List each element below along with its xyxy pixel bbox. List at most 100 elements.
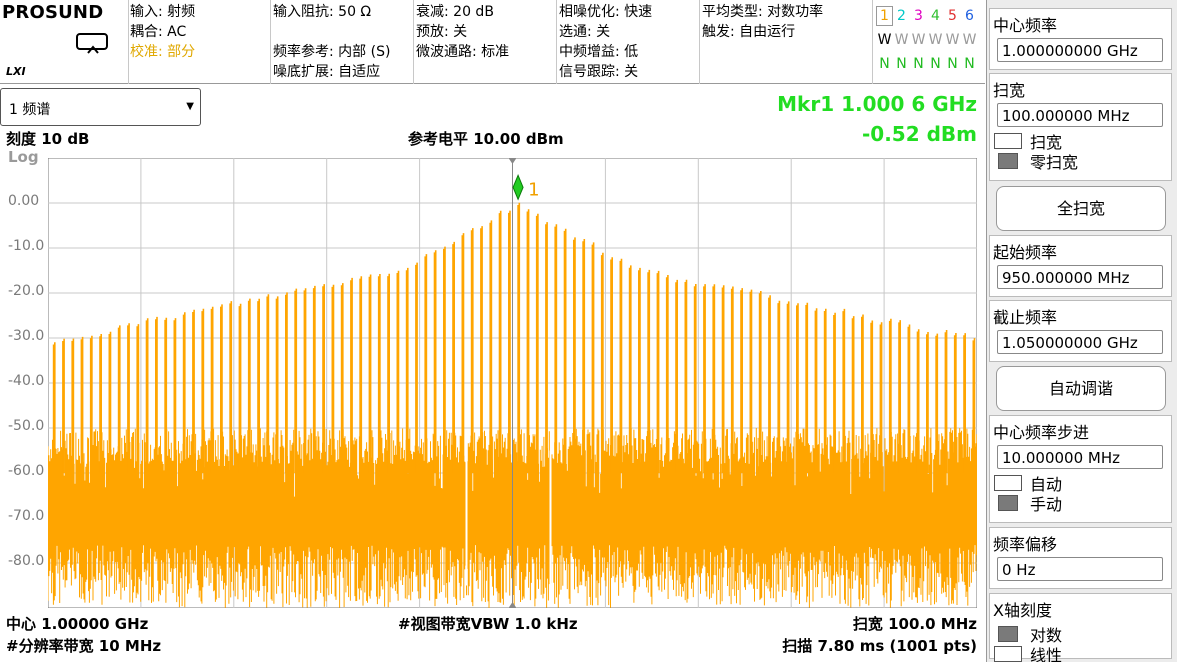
trace-number-1: 1 bbox=[876, 6, 893, 26]
offset-field[interactable]: 0 Hz bbox=[997, 557, 1163, 581]
spur-comb-trace bbox=[52, 202, 976, 473]
trace-detector-1: N bbox=[879, 56, 890, 72]
span-label: 扫宽 100.0 MHz bbox=[852, 615, 977, 633]
rbw-label: #分辨率带宽 10 MHz bbox=[6, 637, 162, 655]
softkey-xscale[interactable]: X轴刻度 对数 线性 bbox=[989, 593, 1172, 662]
view-select[interactable]: 1 频谱 ▼ bbox=[0, 88, 201, 126]
auto-tune-button[interactable]: 自动调谐 bbox=[996, 366, 1166, 411]
trace-type-3: W bbox=[911, 32, 926, 48]
softkey-center-freq[interactable]: 中心频率 1.000000000 GHz bbox=[989, 8, 1172, 70]
brand-logo: PROSUND bbox=[2, 2, 104, 23]
impedance-status: 输入阻抗: 50 Ω bbox=[273, 4, 372, 20]
header-divider bbox=[699, 0, 700, 84]
radio-selected-icon bbox=[998, 153, 1018, 169]
if-gain-status: 中频增益: 低 bbox=[559, 44, 639, 60]
marker-1-label: 1 bbox=[528, 179, 539, 200]
header-col-atten: 衰减: 20 dB 预放: 关 微波通路: 标准 bbox=[416, 2, 509, 62]
trace-type-5: W bbox=[945, 32, 960, 48]
trace-detector-5: N bbox=[947, 56, 958, 72]
xscale-linear-option[interactable]: 线性 bbox=[990, 644, 1171, 662]
trace-detector-6: N bbox=[964, 56, 975, 72]
option-label: 手动 bbox=[1030, 495, 1063, 514]
zero-span-option[interactable]: 零扫宽 bbox=[990, 151, 1171, 172]
dropdown-caret-icon: ▼ bbox=[186, 101, 194, 112]
softkey-stop-freq[interactable]: 截止频率 1.050000000 GHz bbox=[989, 300, 1172, 362]
softkey-title: 中心频率步进 bbox=[993, 423, 1090, 442]
step-manual-option[interactable]: 手动 bbox=[990, 493, 1171, 514]
start-freq-field[interactable]: 950.000000 MHz bbox=[997, 265, 1163, 289]
step-field[interactable]: 10.000000 MHz bbox=[997, 445, 1163, 469]
signal-track-status: 信号跟踪: 关 bbox=[559, 64, 639, 80]
trace-number-3: 3 bbox=[914, 8, 923, 24]
top-ref-icon bbox=[508, 158, 517, 164]
marker-readout-level: -0.52 dBm bbox=[861, 122, 977, 146]
y-tick-label: -50.0 bbox=[8, 418, 45, 434]
full-span-button[interactable]: 全扫宽 bbox=[996, 186, 1166, 231]
softkey-title: 起始频率 bbox=[993, 243, 1058, 262]
trigger-status: 触发: 自由运行 bbox=[702, 24, 796, 40]
y-tick-label: -10.0 bbox=[8, 238, 45, 254]
mode-switch-icon[interactable] bbox=[76, 33, 110, 55]
header-divider bbox=[270, 0, 271, 84]
bottom-ref-icon bbox=[508, 602, 517, 608]
y-tick-label: -40.0 bbox=[8, 373, 45, 389]
y-tick-label: -80.0 bbox=[8, 553, 45, 569]
y-tick-label: -20.0 bbox=[8, 283, 45, 299]
step-auto-option[interactable]: 自动 bbox=[990, 473, 1171, 494]
y-tick-label: 0.00 bbox=[8, 193, 40, 209]
softkey-span[interactable]: 扫宽 100.000000 MHz 扫宽 零扫宽 bbox=[989, 73, 1172, 181]
option-label: 零扫宽 bbox=[1030, 153, 1079, 172]
trace-detector-3: N bbox=[913, 56, 924, 72]
header-col-avg: 平均类型: 对数功率 触发: 自由运行 bbox=[702, 2, 823, 42]
marker-1-icon bbox=[512, 174, 524, 201]
softkey-title: 频率偏移 bbox=[993, 535, 1058, 554]
center-freq-field[interactable]: 1.000000000 GHz bbox=[997, 38, 1163, 62]
coupling-status: 耦合: AC bbox=[130, 24, 187, 40]
trace-detector-2: N bbox=[896, 56, 907, 72]
softkey-start-freq[interactable]: 起始频率 950.000000 MHz bbox=[989, 235, 1172, 297]
radio-selected-icon bbox=[998, 626, 1018, 642]
vbw-label: #视图带宽VBW 1.0 kHz bbox=[398, 615, 578, 633]
option-label: 对数 bbox=[1030, 626, 1063, 645]
y-tick-label: -60.0 bbox=[8, 463, 45, 479]
header-divider bbox=[413, 0, 414, 84]
atten-status: 衰减: 20 dB bbox=[416, 4, 494, 20]
radio-unselected-icon bbox=[994, 133, 1022, 149]
softkey-title: 扫宽 bbox=[993, 81, 1026, 100]
phase-noise-status: 相噪优化: 快速 bbox=[559, 4, 653, 20]
avg-type-status: 平均类型: 对数功率 bbox=[702, 4, 824, 20]
header-divider bbox=[872, 0, 873, 84]
radio-unselected-icon bbox=[994, 646, 1022, 662]
trace-type-2: W bbox=[894, 32, 909, 48]
center-freq-label: 中心 1.00000 GHz bbox=[6, 615, 149, 633]
xscale-log-option[interactable]: 对数 bbox=[990, 624, 1171, 645]
softkey-offset[interactable]: 频率偏移 0 Hz bbox=[989, 527, 1172, 589]
option-label: 扫宽 bbox=[1030, 133, 1063, 152]
softkey-panel: 中心频率 1.000000000 GHz 扫宽 100.000000 MHz 扫… bbox=[986, 0, 1177, 662]
span-field[interactable]: 100.000000 MHz bbox=[997, 103, 1163, 127]
radio-unselected-icon bbox=[994, 475, 1022, 491]
lxi-logo: LXI bbox=[6, 65, 26, 78]
trace-number-6: 6 bbox=[965, 8, 974, 24]
header-col-impedance: 输入阻抗: 50 Ω 频率参考: 内部 (S) 噪底扩展: 自适应 bbox=[273, 2, 390, 82]
softkey-title: 截止频率 bbox=[993, 308, 1058, 327]
spectrum-plot[interactable]: 1 bbox=[48, 158, 977, 608]
header-divider bbox=[128, 0, 129, 84]
mw-path-status: 微波通路: 标准 bbox=[416, 44, 510, 60]
softkey-step[interactable]: 中心频率步进 10.000000 MHz 自动 手动 bbox=[989, 415, 1172, 523]
noise-floor-trace bbox=[48, 428, 977, 608]
y-tick-label: -70.0 bbox=[8, 508, 45, 524]
input-status: 输入: 射频 bbox=[130, 4, 196, 20]
y-tick-label: -30.0 bbox=[8, 328, 45, 344]
stop-freq-field[interactable]: 1.050000000 GHz bbox=[997, 330, 1163, 354]
option-label: 自动 bbox=[1030, 475, 1063, 494]
span-option[interactable]: 扫宽 bbox=[990, 131, 1171, 152]
preamp-status: 预放: 关 bbox=[416, 24, 468, 40]
view-select-value: 1 频谱 bbox=[9, 102, 51, 118]
softkey-title: X轴刻度 bbox=[993, 601, 1052, 620]
cal-status: 校准: 部分 bbox=[130, 44, 196, 60]
